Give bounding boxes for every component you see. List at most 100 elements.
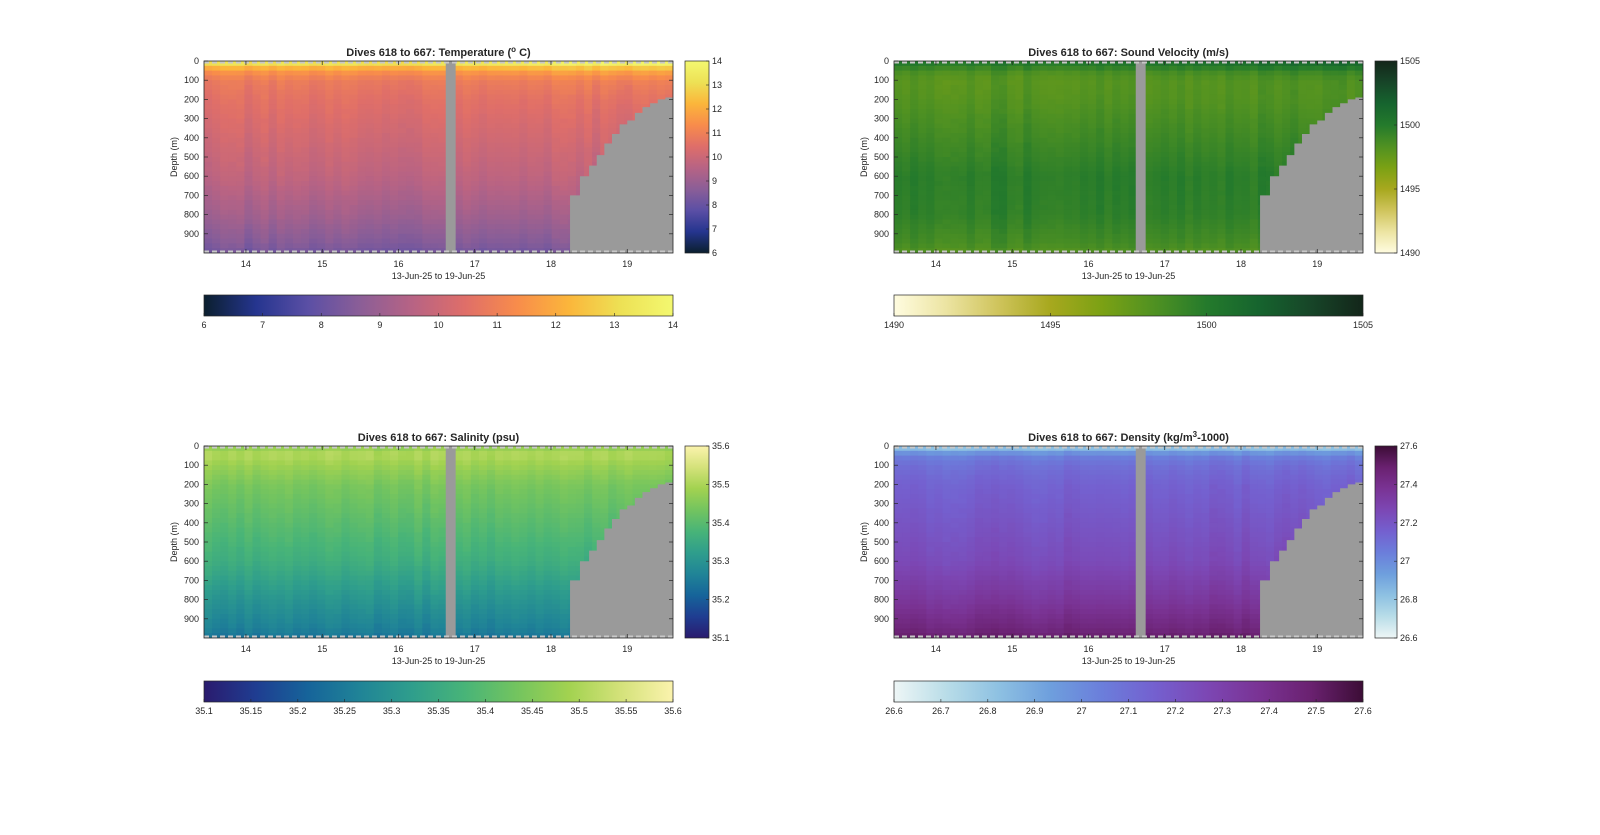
heatmap-cell: [479, 243, 488, 248]
heatmap-cell: [1185, 109, 1194, 114]
heatmap-cell: [1072, 229, 1081, 234]
heatmap-cell: [1266, 171, 1275, 176]
heatmap-cell: [220, 195, 229, 200]
heatmap-cell: [902, 215, 911, 220]
heatmap-cell: [212, 580, 221, 585]
heatmap-cell: [430, 181, 439, 186]
heatmap-cell: [926, 191, 935, 196]
heatmap-cell: [398, 210, 407, 215]
heatmap-cell: [560, 205, 569, 210]
heatmap-cell: [455, 133, 464, 138]
heatmap-cell: [967, 143, 976, 148]
heatmap-cell: [934, 162, 943, 167]
heatmap-cell: [228, 480, 237, 485]
heatmap-cell: [1064, 66, 1073, 71]
heatmap-cell: [382, 205, 391, 210]
heatmap-cell: [967, 215, 976, 220]
horizontal-colorbar: [204, 295, 673, 316]
heatmap-cell: [374, 191, 383, 196]
heatmap-cell: [350, 99, 359, 104]
heatmap-cell: [228, 66, 237, 71]
heatmap-cell: [1193, 119, 1202, 124]
heatmap-cell: [309, 243, 318, 248]
heatmap-cell: [430, 99, 439, 104]
heatmap-cell: [511, 171, 520, 176]
heatmap-cell: [244, 171, 253, 176]
heatmap-cell: [1153, 99, 1162, 104]
heatmap-cell: [228, 619, 237, 624]
heatmap-cell: [236, 210, 245, 215]
heatmap-cell: [374, 90, 383, 95]
heatmap-cell: [1266, 157, 1275, 162]
heatmap-cell: [1007, 239, 1016, 244]
heatmap-cell: [1250, 90, 1259, 95]
heatmap-cell: [398, 109, 407, 114]
heatmap-cell: [253, 71, 262, 76]
heatmap-cell: [374, 162, 383, 167]
heatmap-cell: [536, 147, 545, 152]
heatmap-cell: [1120, 138, 1129, 143]
heatmap-cell: [366, 80, 375, 85]
heatmap-cell: [261, 138, 270, 143]
heatmap-cell: [934, 191, 943, 196]
heatmap-cell: [592, 85, 601, 90]
heatmap-cell: [576, 109, 585, 114]
heatmap-cell: [943, 143, 952, 148]
heatmap-cell: [228, 71, 237, 76]
heatmap-cell: [390, 109, 399, 114]
y-tick-label: 0: [884, 56, 889, 66]
heatmap-cell: [951, 162, 960, 167]
heatmap-cell: [1347, 66, 1356, 71]
heatmap-cell: [212, 604, 221, 609]
heatmap-cell: [422, 95, 431, 100]
heatmap-cell: [608, 71, 617, 76]
heatmap-cell: [204, 508, 213, 513]
heatmap-cell: [991, 176, 1000, 181]
heatmap-cell: [212, 66, 221, 71]
heatmap-cell: [1314, 75, 1323, 80]
heatmap-cell: [894, 200, 903, 205]
heatmap-cell: [204, 513, 213, 518]
heatmap-cell: [309, 114, 318, 119]
heatmap-cell: [1023, 162, 1032, 167]
heatmap-cell: [253, 128, 262, 133]
heatmap-cell: [1226, 147, 1235, 152]
heatmap-cell: [301, 195, 310, 200]
heatmap-cell: [1112, 186, 1121, 191]
heatmap-cell: [584, 90, 593, 95]
heatmap-cell: [959, 80, 968, 85]
heatmap-cell: [374, 215, 383, 220]
heatmap-cell: [608, 80, 617, 85]
heatmap-cell: [584, 147, 593, 152]
heatmap-cell: [1282, 114, 1291, 119]
heatmap-cell: [495, 181, 504, 186]
heatmap-cell: [309, 99, 318, 104]
heatmap-cell: [471, 191, 480, 196]
heatmap-cell: [1048, 195, 1057, 200]
heatmap-cell: [406, 186, 415, 191]
heatmap-cell: [293, 176, 302, 181]
heatmap-cell: [253, 181, 262, 186]
heatmap-cell: [277, 95, 286, 100]
heatmap-cell: [422, 133, 431, 138]
heatmap-cell: [358, 186, 367, 191]
heatmap-cell: [463, 99, 472, 104]
heatmap-cell: [325, 138, 334, 143]
heatmap-cell: [1355, 66, 1364, 71]
heatmap-cell: [536, 152, 545, 157]
heatmap-cell: [495, 219, 504, 224]
heatmap-cell: [228, 138, 237, 143]
heatmap-cell: [406, 219, 415, 224]
heatmap-cell: [511, 200, 520, 205]
heatmap-cell: [212, 518, 221, 523]
heatmap-cell: [204, 147, 213, 152]
heatmap-cell: [519, 104, 528, 109]
heatmap-cell: [236, 451, 245, 456]
heatmap-cell: [1031, 143, 1040, 148]
heatmap-cell: [382, 71, 391, 76]
heatmap-cell: [1266, 99, 1275, 104]
heatmap-cell: [519, 195, 528, 200]
heatmap-cell: [325, 152, 334, 157]
heatmap-cell: [204, 504, 213, 509]
heatmap-cell: [455, 205, 464, 210]
